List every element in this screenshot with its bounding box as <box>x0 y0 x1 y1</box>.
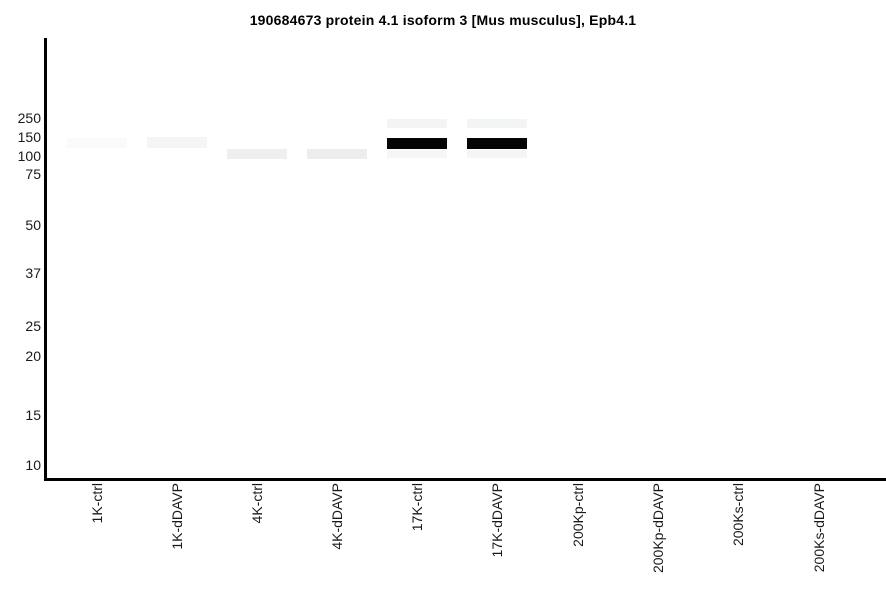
x-axis-lane-label: 4K-ctrl <box>249 483 265 524</box>
y-axis-tick-label: 25 <box>25 318 41 334</box>
gel-band <box>387 150 447 158</box>
y-axis-tick-label: 50 <box>25 217 41 233</box>
y-axis-tick-label: 150 <box>17 129 41 145</box>
x-axis-lane-label: 1K-dDAVP <box>169 483 185 550</box>
y-axis-tick-label: 15 <box>25 407 41 423</box>
gel-band <box>147 137 207 148</box>
x-axis-lane-label: 17K-dDAVP <box>489 483 505 558</box>
gel-band <box>467 119 527 128</box>
y-axis-line <box>44 38 47 481</box>
gel-band <box>387 119 447 128</box>
y-axis-tick-label: 20 <box>25 348 41 364</box>
gel-band <box>227 149 287 159</box>
chart-title: 190684673 protein 4.1 isoform 3 [Mus mus… <box>249 12 637 28</box>
y-axis-tick-label: 10 <box>25 457 41 473</box>
y-axis-tick-label: 250 <box>17 110 41 126</box>
gel-band <box>67 138 127 148</box>
x-axis-lane-label: 17K-ctrl <box>409 483 425 532</box>
x-axis-line <box>44 478 886 481</box>
x-axis-lane-label: 200Ks-dDAVP <box>811 483 827 573</box>
gel-band <box>467 138 527 149</box>
x-axis-lane-label: 200Ks-ctrl <box>730 483 746 547</box>
y-axis-tick-label: 100 <box>17 148 41 164</box>
x-axis-lane-label: 1K-ctrl <box>89 483 105 524</box>
gel-band <box>467 150 527 158</box>
y-axis-tick-label: 37 <box>25 265 41 281</box>
y-axis-tick-label: 75 <box>25 166 41 182</box>
x-axis-lane-label: 200Kp-ctrl <box>570 483 586 547</box>
gel-band <box>387 138 447 149</box>
gel-band <box>307 149 367 159</box>
x-axis-lane-label: 4K-dDAVP <box>329 483 345 550</box>
x-axis-lane-label: 200Kp-dDAVP <box>650 483 666 574</box>
